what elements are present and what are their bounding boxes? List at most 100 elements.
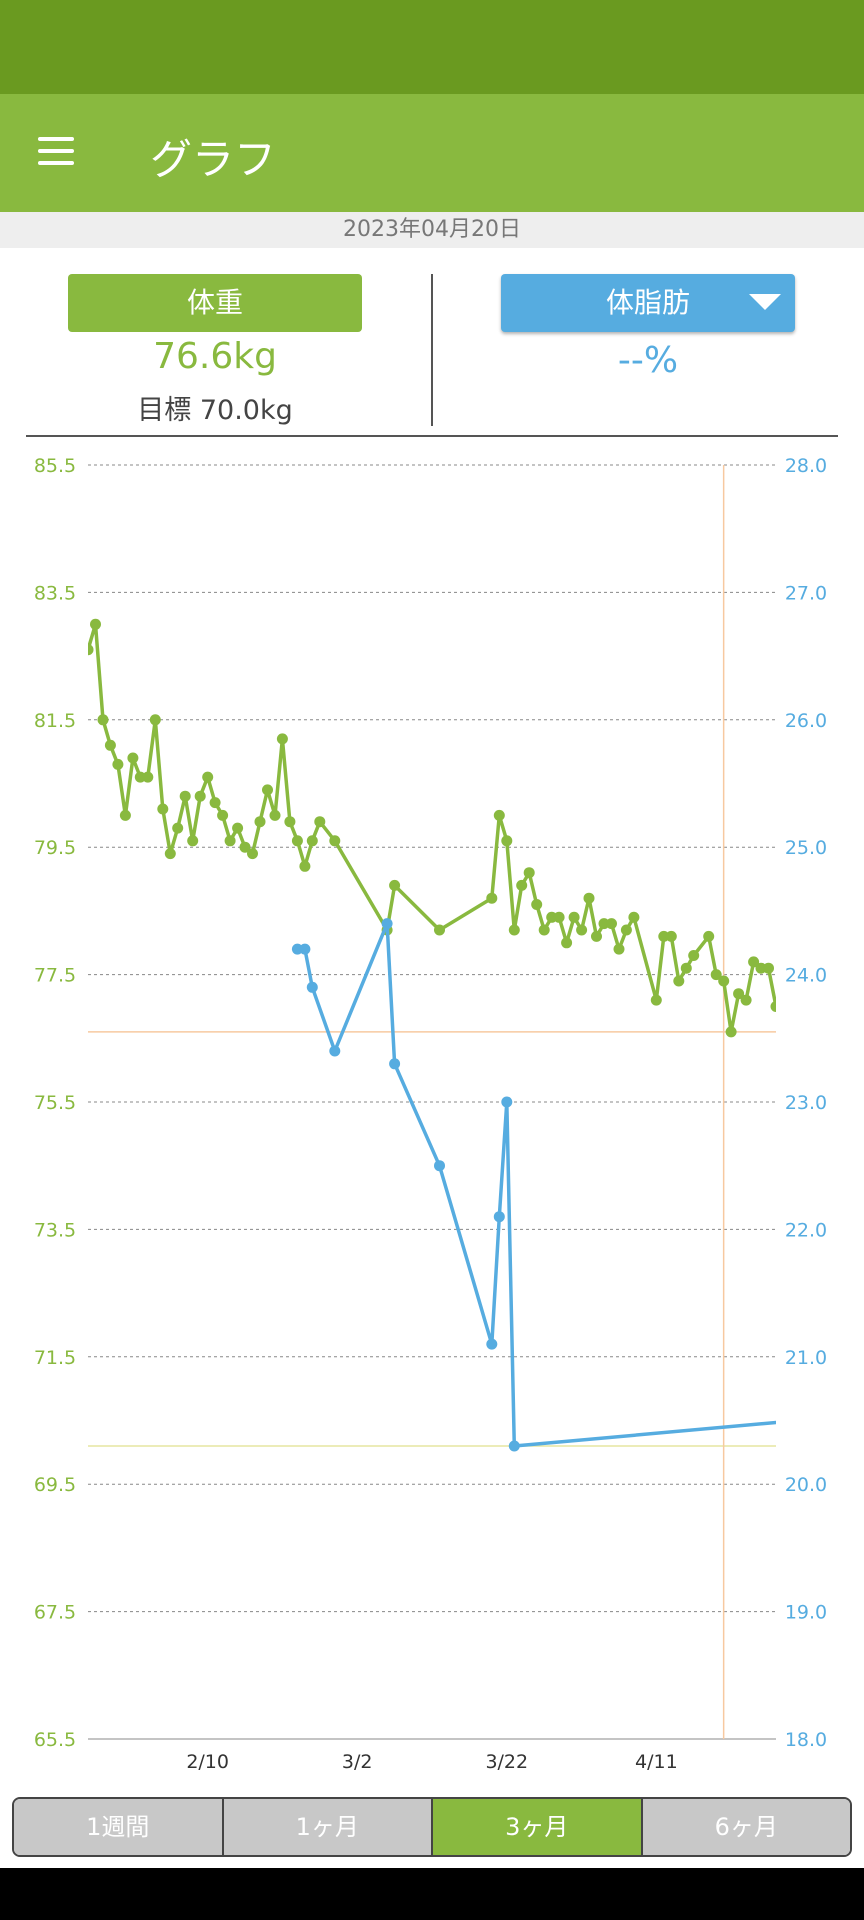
y-left-tick-label: 83.5	[34, 582, 76, 604]
menu-icon[interactable]	[34, 134, 78, 170]
body-fat-value: --%	[617, 340, 679, 381]
divider	[26, 435, 838, 437]
body-fat-data-point	[299, 943, 311, 955]
weight-data-point	[232, 822, 244, 834]
plot-area	[88, 618, 776, 1452]
weight-data-point	[740, 994, 752, 1006]
weight-data-point	[284, 816, 296, 828]
weight-data-point	[650, 994, 662, 1006]
weight-data-point	[179, 790, 191, 802]
weight-data-point	[276, 733, 288, 745]
y-left-tick-label: 71.5	[34, 1347, 76, 1369]
weight-data-point	[187, 835, 199, 847]
y-left-tick-label: 79.5	[34, 837, 76, 859]
y-right-tick-label: 22.0	[785, 1219, 827, 1241]
weight-data-point	[748, 956, 760, 968]
y-right-tick-label: 28.0	[785, 455, 827, 477]
weight-data-point	[763, 962, 774, 974]
weight-data-point	[164, 848, 176, 860]
body-fat-data-point	[508, 1440, 520, 1452]
weight-data-point	[486, 892, 498, 904]
status-bar	[0, 0, 864, 94]
tab-1[interactable]: 1週間	[14, 1799, 224, 1855]
divider	[431, 274, 433, 426]
weight-data-point	[112, 758, 124, 770]
weight-data-point	[149, 714, 161, 726]
navigation-bar	[0, 1868, 864, 1920]
y-right-tick-label: 19.0	[785, 1602, 827, 1624]
y-left-tick-label: 73.5	[34, 1219, 76, 1241]
weight-data-point	[576, 924, 588, 936]
weight-data-point	[224, 835, 236, 847]
weight-data-point	[718, 975, 730, 987]
y-left-tick-label: 77.5	[34, 965, 76, 987]
y-left-tick-label: 67.5	[34, 1602, 76, 1624]
x-tick-label: 2/10	[186, 1751, 229, 1773]
weight-data-point	[733, 988, 745, 1000]
weight-data-point	[172, 822, 184, 834]
weight-fat-chart[interactable]: 85.5 28.0 83.5 27.0 81.5 26.0 79.5 25.0 77.5 24.0…	[0, 440, 864, 1780]
y-right-tick-label: 18.0	[785, 1729, 827, 1751]
weight-data-point	[680, 962, 692, 974]
x-tick-label: 3/2	[342, 1751, 373, 1773]
weight-data-point	[202, 771, 214, 783]
weight-data-point	[516, 879, 528, 891]
weight-data-point	[553, 911, 565, 923]
y-left-tick-label: 85.5	[34, 455, 76, 477]
weight-data-point	[508, 924, 520, 936]
weight-data-point	[531, 899, 543, 910]
body-fat-data-point	[501, 1096, 513, 1108]
body-fat-data-point	[434, 1160, 445, 1172]
weight-data-point	[710, 969, 722, 981]
weight-data-point	[583, 892, 595, 904]
weight-data-point	[262, 784, 273, 796]
y-right-tick-label: 20.0	[785, 1474, 827, 1496]
weight-data-point	[291, 835, 303, 847]
x-tick-label: 4/11	[635, 1751, 678, 1773]
weight-data-point	[194, 790, 206, 802]
y-right-tick-label: 23.0	[785, 1092, 827, 1114]
y-left-tick-label: 81.5	[34, 710, 76, 732]
weight-data-point	[142, 771, 154, 783]
weight-data-point	[239, 841, 251, 853]
body-fat-dropdown[interactable]: 体脂肪	[501, 274, 795, 332]
y-left-tick-label: 69.5	[34, 1474, 76, 1496]
y-left-tick-label: 75.5	[34, 1092, 76, 1114]
weight-data-point	[688, 950, 700, 961]
weight-data-point	[620, 924, 632, 936]
y-right-tick-label: 24.0	[785, 965, 827, 987]
weight-value: 76.6kg	[153, 336, 277, 377]
body-fat-data-point	[381, 918, 393, 930]
weight-data-point	[299, 860, 311, 872]
tab-4[interactable]: 6ヶ月	[642, 1799, 850, 1855]
weight-data-point	[493, 809, 505, 821]
weight-button[interactable]: 体重	[68, 274, 362, 332]
weight-data-point	[314, 816, 326, 828]
y-right-tick-label: 25.0	[785, 837, 827, 859]
weight-data-point	[770, 1001, 776, 1012]
weight-data-point	[217, 809, 229, 821]
tab-2[interactable]: 1ヶ月	[223, 1799, 433, 1855]
y-right-tick-label: 26.0	[785, 710, 827, 732]
app-bar: グラフ	[0, 94, 864, 212]
body-fat-data-point	[486, 1338, 498, 1350]
weight-data-point	[725, 1026, 737, 1038]
weight-data-point	[538, 924, 550, 936]
body-fat-series-line	[297, 921, 776, 1448]
weight-data-point	[88, 644, 94, 656]
weight-data-point	[127, 752, 139, 764]
weight-data-point	[97, 714, 109, 726]
weight-data-point	[389, 879, 401, 891]
weight-series-line	[88, 622, 776, 1034]
weight-goal: 目標 70.0kg	[137, 395, 293, 426]
weight-data-point	[568, 911, 580, 923]
body-fat-label: 体脂肪	[605, 286, 690, 319]
weight-data-point	[561, 937, 573, 949]
tab-3[interactable]: 3ヶ月	[433, 1799, 643, 1855]
weight-data-point	[523, 867, 535, 879]
weight-data-point	[209, 797, 221, 809]
body-fat-data-point	[493, 1211, 505, 1223]
weight-data-point	[306, 835, 318, 847]
weight-data-point	[104, 739, 116, 751]
period-tabs: 1週間 1ヶ月 3ヶ月 6ヶ月	[12, 1797, 852, 1857]
